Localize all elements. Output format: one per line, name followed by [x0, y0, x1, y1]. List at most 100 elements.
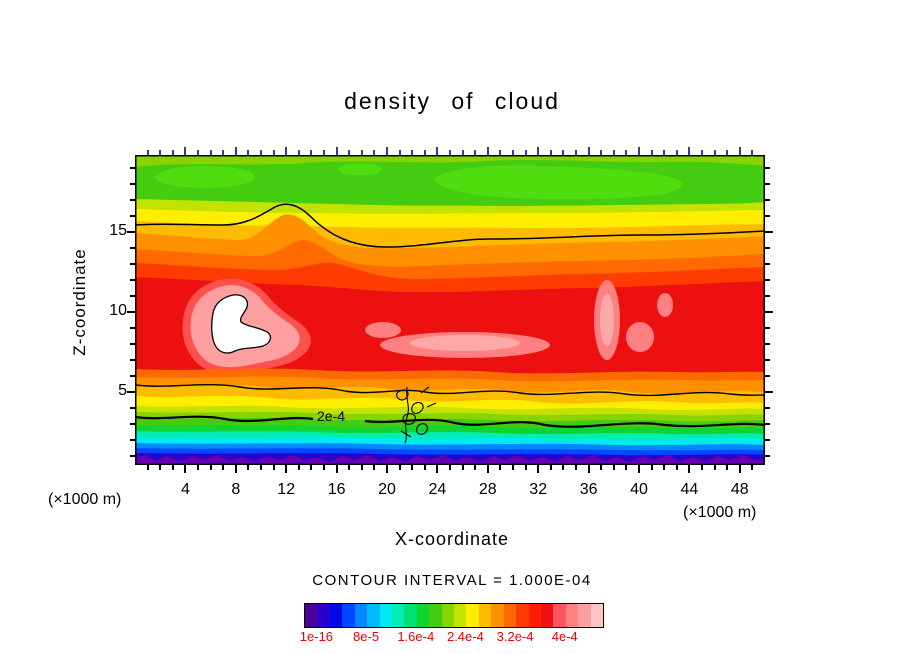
x-tick-bottom — [713, 465, 716, 470]
x-tick-bottom — [675, 465, 678, 470]
x-tick-bottom — [285, 465, 288, 473]
x-tick-bottom — [524, 465, 527, 470]
x-tick-bottom — [348, 465, 351, 470]
y-tick-right — [765, 294, 770, 297]
y-tick-label: 15 — [109, 221, 127, 239]
axis-unit-left: (×1000 m) — [48, 491, 122, 508]
x-tick-bottom — [575, 465, 577, 470]
colorbar-cell — [466, 604, 479, 627]
x-tick-bottom — [323, 465, 325, 470]
x-tick-bottom — [171, 465, 174, 470]
x-tick-top — [234, 147, 237, 155]
x-tick-label: 8 — [231, 481, 241, 498]
colorbar-cell — [342, 604, 355, 627]
colorbar-cell — [367, 604, 380, 627]
x-tick-top — [537, 147, 540, 155]
y-tick-left — [127, 390, 135, 393]
y-tick-left — [127, 310, 135, 313]
x-tick-bottom — [600, 465, 603, 470]
x-tick-top — [587, 147, 590, 155]
chart-title: density of cloud — [344, 88, 560, 114]
x-tick-bottom — [184, 465, 187, 473]
colorbar-cell — [590, 604, 604, 627]
colorbar-cell — [565, 604, 579, 627]
inline-contour-label: 2e-4 — [317, 408, 346, 424]
x-tick-bottom — [310, 465, 313, 470]
y-tick-right — [765, 342, 770, 345]
x-tick-bottom — [386, 465, 388, 473]
x-tick-top — [184, 147, 187, 155]
x-tick-top — [335, 147, 338, 155]
x-tick-bottom — [650, 465, 653, 470]
x-tick-bottom — [159, 465, 162, 470]
x-tick-top — [688, 147, 691, 155]
x-tick-top — [738, 147, 741, 155]
axis-unit-right: (×1000 m) — [683, 504, 757, 521]
blob-white-max — [211, 294, 272, 354]
x-axis-label: X-coordinate — [394, 529, 510, 549]
y-tick-right — [765, 214, 770, 217]
streak-pink-mid-core — [410, 335, 520, 351]
x-tick-bottom — [197, 465, 199, 470]
contour-line-upper — [135, 203, 765, 248]
x-tick-label: 28 — [478, 481, 497, 498]
x-tick-label: 32 — [529, 481, 548, 498]
x-tick-bottom — [449, 465, 451, 470]
x-tick-bottom — [549, 465, 552, 470]
x-tick-bottom — [398, 465, 401, 470]
x-tick-bottom — [688, 465, 691, 473]
x-tick-label: 20 — [378, 481, 396, 498]
colorbar-label: 2.4e-4 — [446, 629, 484, 644]
y-tick-right — [765, 454, 770, 457]
x-tick-top — [436, 147, 439, 155]
x-tick-bottom — [411, 465, 414, 470]
x-tick-bottom — [360, 465, 363, 470]
x-tick-top — [285, 147, 288, 155]
x-tick-bottom — [663, 465, 666, 470]
x-tick-bottom — [373, 465, 376, 470]
x-tick-label: 16 — [327, 481, 346, 498]
y-tick-label: 5 — [118, 381, 127, 399]
colorbar-cell — [354, 604, 368, 627]
y-tick-right — [765, 422, 770, 425]
x-tick-bottom — [222, 465, 225, 470]
colorbar-cell — [441, 604, 455, 627]
colorbar-cell — [541, 604, 554, 627]
y-tick-right — [765, 246, 770, 249]
x-tick-bottom — [499, 465, 502, 470]
contour-line-lower2a — [135, 415, 314, 423]
y-tick-label: 10 — [109, 301, 127, 319]
colorbar-label: 1e-16 — [299, 629, 334, 644]
colorbar-cell — [491, 604, 504, 627]
colorbar-cell — [404, 604, 417, 627]
y-tick-right — [765, 390, 773, 393]
x-tick-top — [638, 147, 640, 155]
contour-line-lower1 — [135, 383, 765, 397]
y-tick-right — [765, 406, 770, 409]
x-tick-bottom — [537, 465, 540, 473]
x-tick-label: 12 — [277, 481, 296, 498]
x-tick-bottom — [751, 465, 754, 470]
streak-pink-right1-core — [600, 294, 614, 346]
x-tick-bottom — [461, 465, 464, 470]
blob-bright-green-left — [155, 166, 255, 188]
x-tick-bottom — [562, 465, 565, 470]
x-tick-label: 44 — [680, 481, 699, 498]
y-tick-right — [765, 262, 770, 265]
x-tick-top — [486, 147, 489, 155]
plot-area — [135, 155, 765, 465]
x-tick-bottom — [436, 465, 439, 473]
y-tick-right — [765, 166, 770, 169]
y-tick-right — [765, 230, 773, 233]
x-tick-bottom — [260, 465, 262, 470]
x-tick-label: 36 — [579, 481, 598, 498]
y-tick-right — [765, 278, 770, 281]
streak-pink-small — [365, 322, 401, 338]
colorbar-cell — [516, 604, 529, 627]
colorbar-cell — [578, 604, 591, 627]
colorbar-cell — [429, 604, 442, 627]
colorbar-cell — [379, 604, 392, 627]
colorbar-cell — [317, 604, 330, 627]
y-tick-right — [765, 310, 773, 313]
x-tick-bottom — [701, 465, 703, 470]
